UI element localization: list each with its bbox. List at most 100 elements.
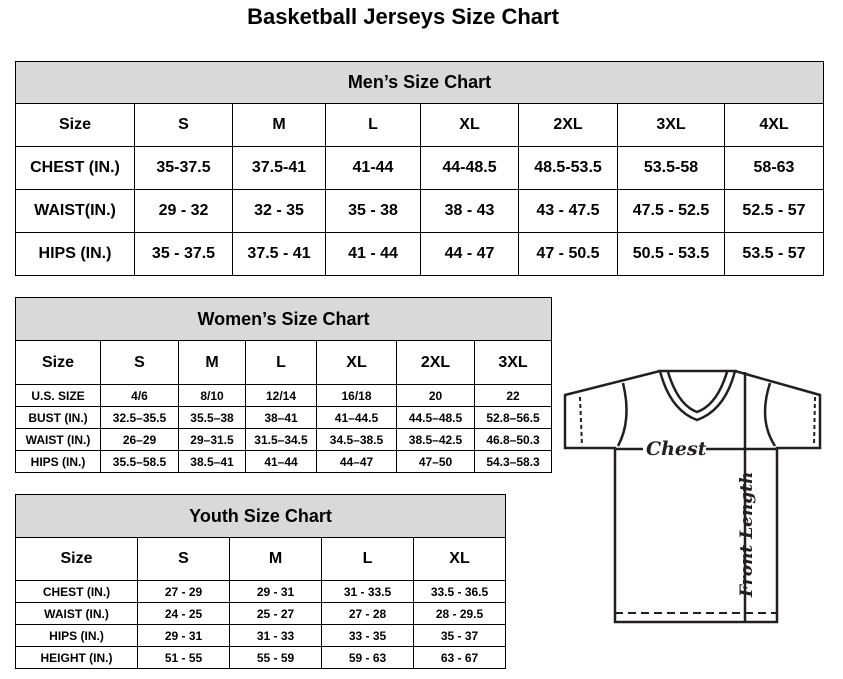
page-title: Basketball Jerseys Size Chart	[247, 4, 559, 29]
table-cell: 35.5–58.5	[100, 450, 179, 473]
row-label: HEIGHT (IN.)	[15, 646, 138, 669]
table-cell: 52.8–56.5	[473, 406, 553, 429]
table-cell: 31 - 33	[229, 624, 322, 647]
table-cell: 41–44	[245, 450, 317, 473]
table-cell: 35 - 37	[412, 624, 507, 647]
row-label: CHEST (IN.)	[15, 580, 138, 603]
table-cell: 29–31.5	[178, 428, 246, 451]
chest-label: Chest	[646, 438, 707, 460]
header-cell: L	[245, 340, 317, 385]
header-cell: M	[229, 537, 322, 581]
table-row: HEIGHT (IN.) 51 - 55 55 - 59 59 - 63 63 - 67	[15, 646, 507, 669]
header-cell: L	[321, 537, 414, 581]
table-row: CHEST (IN.) 35-37.5 37.5-41 41-44 44-48.5 48.…	[15, 146, 824, 190]
table-cell: 22	[473, 384, 553, 407]
table-cell: 20	[396, 384, 475, 407]
table-row: WAIST(IN.) 29 - 32 32 - 35 35 - 38 38 - 43 43…	[15, 189, 824, 233]
row-label: WAIST(IN.)	[15, 189, 135, 233]
table-cell: 32.5–35.5	[100, 406, 179, 429]
table-cell: 4/6	[100, 384, 179, 407]
table-cell: 38.5–42.5	[396, 428, 475, 451]
table-row: HIPS (IN.) 35 - 37.5 37.5 - 41 41 - 44 44 - …	[15, 232, 824, 276]
row-label: WAIST (IN.)	[15, 602, 138, 625]
table-cell: 58-63	[724, 146, 824, 190]
table-cell: 47 - 50.5	[518, 232, 618, 276]
table-cell: 27 - 29	[137, 580, 230, 603]
table-cell: 31.5–34.5	[245, 428, 317, 451]
table-cell: 54.3–58.3	[473, 450, 553, 473]
table-cell: 33.5 - 36.5	[412, 580, 507, 603]
table-cell: 46.8–50.3	[473, 428, 553, 451]
row-label: HIPS (IN.)	[15, 232, 135, 276]
table-cell: 48.5-53.5	[518, 146, 618, 190]
table-row: U.S. SIZE 4/6 8/10 12/14 16/18 20 22	[15, 384, 553, 407]
table-cell: 41–44.5	[316, 406, 397, 429]
table-cell: 35-37.5	[134, 146, 233, 190]
header-cell: 3XL	[617, 103, 725, 147]
table-cell: 51 - 55	[137, 646, 230, 669]
row-label: U.S. SIZE	[15, 384, 101, 407]
youth-size-table: Youth Size Chart Size S M L XL CHEST (IN.) 27 -…	[14, 494, 507, 669]
table-cell: 31 - 33.5	[321, 580, 414, 603]
table-cell: 38 - 43	[420, 189, 519, 233]
header-cell: S	[137, 537, 230, 581]
header-cell: L	[325, 103, 421, 147]
table-cell: 38–41	[245, 406, 317, 429]
table-cell: 44-48.5	[420, 146, 519, 190]
table-cell: 33 - 35	[321, 624, 414, 647]
row-label: HIPS (IN.)	[15, 624, 138, 647]
table-cell: 27 - 28	[321, 602, 414, 625]
table-cell: 35 - 37.5	[134, 232, 233, 276]
table-cell: 28 - 29.5	[412, 602, 507, 625]
table-cell: 37.5-41	[232, 146, 326, 190]
header-row: Size S M L XL 2XL 3XL	[15, 340, 553, 385]
table-cell: 43 - 47.5	[518, 189, 618, 233]
table-cell: 38.5–41	[178, 450, 246, 473]
header-cell: Size	[15, 537, 138, 581]
table-cell: 35 - 38	[325, 189, 421, 233]
table-cell: 44 - 47	[420, 232, 519, 276]
header-cell: Size	[15, 103, 135, 147]
table-row: HIPS (IN.) 29 - 31 31 - 33 33 - 35 35 - 37	[15, 624, 507, 647]
table-cell: 32 - 35	[232, 189, 326, 233]
table-cell: 47.5 - 52.5	[617, 189, 725, 233]
table-cell: 44–47	[316, 450, 397, 473]
table-row: BUST (IN.) 32.5–35.5 35.5–38 38–41 41–44.5 44…	[15, 406, 553, 429]
row-label: CHEST (IN.)	[15, 146, 135, 190]
table-cell: 12/14	[245, 384, 317, 407]
table-cell: 16/18	[316, 384, 397, 407]
table-row: HIPS (IN.) 35.5–58.5 38.5–41 41–44 44–47 47–5…	[15, 450, 553, 473]
table-cell: 52.5 - 57	[724, 189, 824, 233]
table-title: Youth Size Chart	[14, 494, 507, 538]
header-cell: 3XL	[473, 340, 553, 385]
table-cell: 26–29	[100, 428, 179, 451]
table-row: CHEST (IN.) 27 - 29 29 - 31 31 - 33.5 33.5 -…	[15, 580, 507, 603]
table-cell: 29 - 31	[137, 624, 230, 647]
header-cell: 2XL	[396, 340, 475, 385]
header-row: Size S M L XL	[15, 537, 507, 581]
header-cell: XL	[316, 340, 397, 385]
table-cell: 63 - 67	[412, 646, 507, 669]
table-cell: 8/10	[178, 384, 246, 407]
table-cell: 37.5 - 41	[232, 232, 326, 276]
table-row: WAIST (IN.) 26–29 29–31.5 31.5–34.5 34.5–38.…	[15, 428, 553, 451]
table-cell: 25 - 27	[229, 602, 322, 625]
header-cell: XL	[420, 103, 519, 147]
header-cell: M	[232, 103, 326, 147]
header-row: Size S M L XL 2XL 3XL 4XL	[15, 103, 824, 147]
table-cell: 41 - 44	[325, 232, 421, 276]
table-cell: 47–50	[396, 450, 475, 473]
table-cell: 44.5–48.5	[396, 406, 475, 429]
row-label: WAIST (IN.)	[15, 428, 101, 451]
header-cell: M	[178, 340, 246, 385]
table-cell: 50.5 - 53.5	[617, 232, 725, 276]
table-cell: 59 - 63	[321, 646, 414, 669]
header-cell: S	[134, 103, 233, 147]
table-cell: 53.5 - 57	[724, 232, 824, 276]
table-cell: 53.5-58	[617, 146, 725, 190]
table-cell: 29 - 32	[134, 189, 233, 233]
header-cell: Size	[15, 340, 101, 385]
header-cell: 4XL	[724, 103, 824, 147]
row-label: BUST (IN.)	[15, 406, 101, 429]
table-title: Women’s Size Chart	[14, 297, 553, 341]
